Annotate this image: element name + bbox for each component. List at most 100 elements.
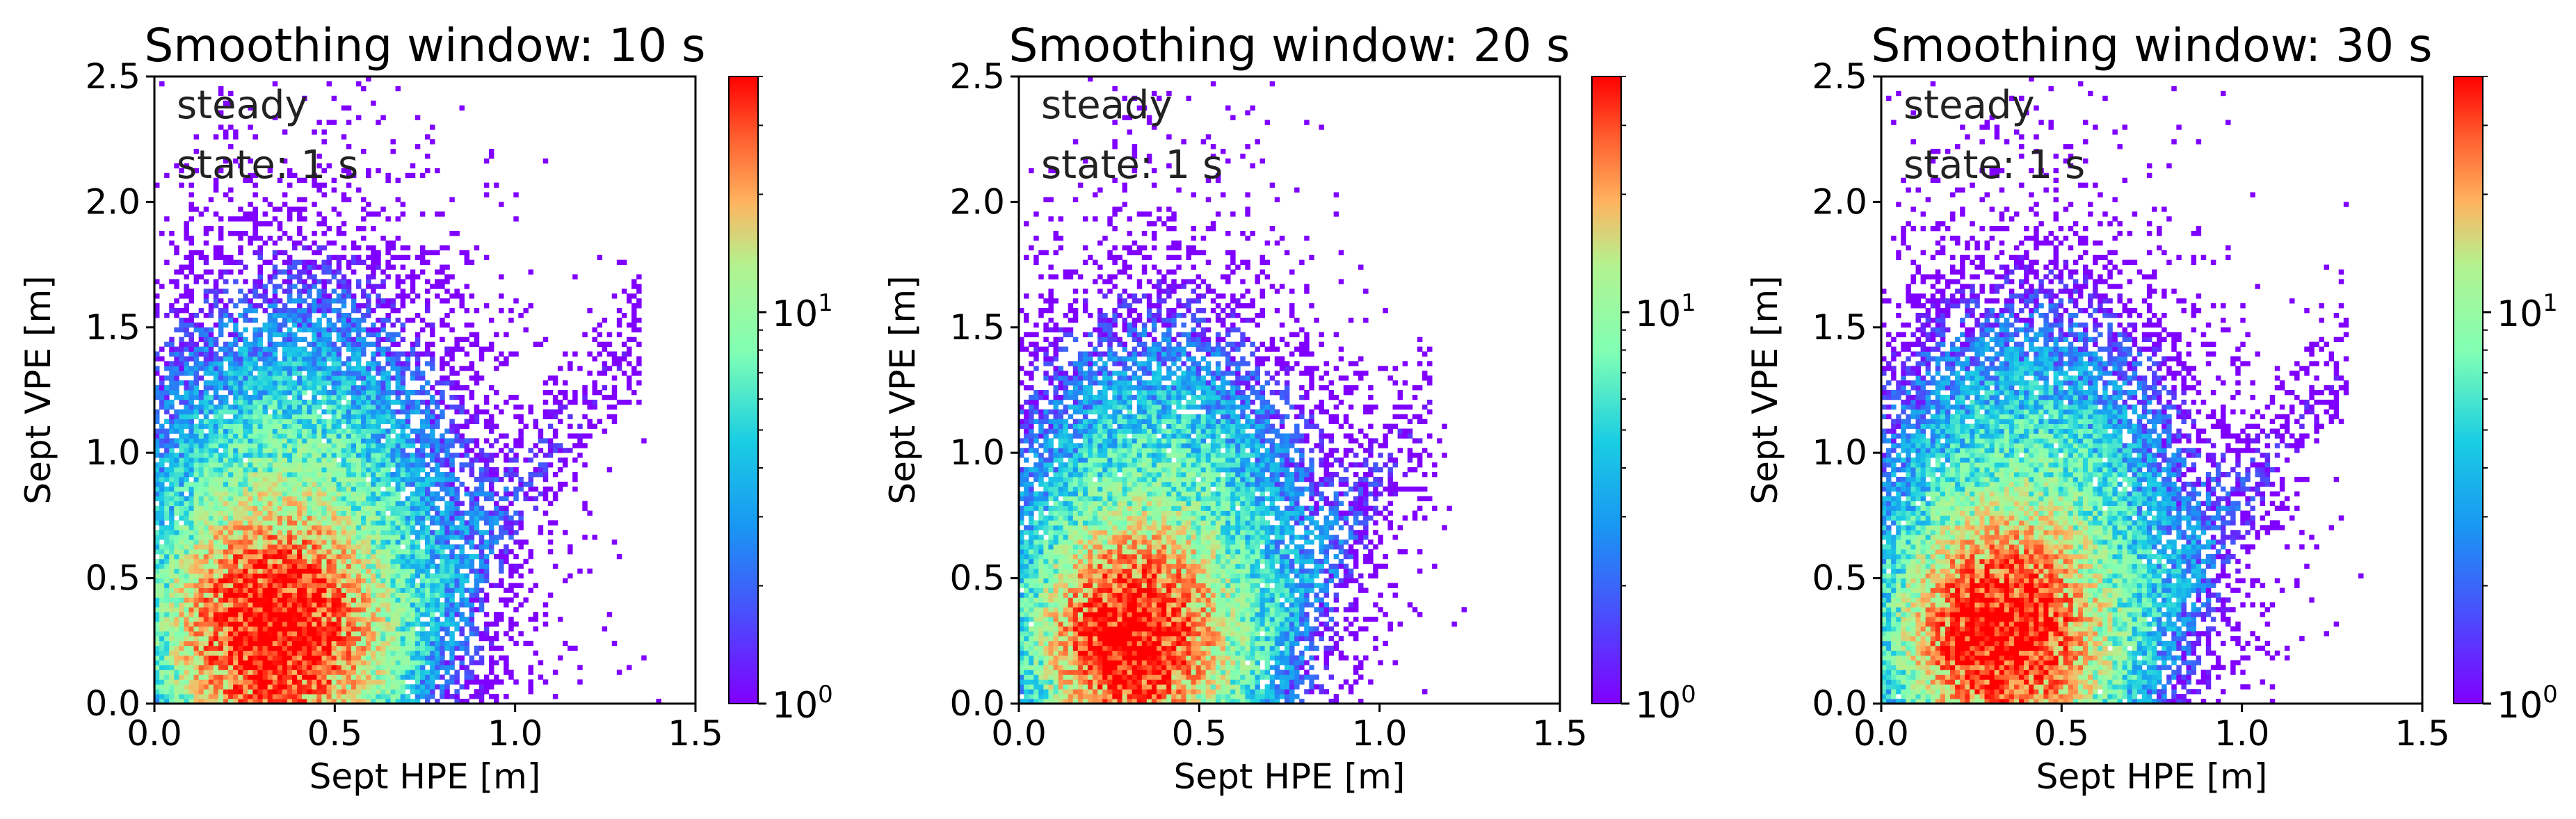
heatmap-cell <box>203 660 209 665</box>
heatmap-cell <box>361 578 367 583</box>
heatmap-cell <box>292 423 298 429</box>
heatmap-cell <box>346 553 352 560</box>
heatmap-cell <box>262 467 268 473</box>
heatmap-cell <box>312 679 317 685</box>
heatmap-cell <box>371 438 376 444</box>
heatmap-cell <box>464 510 470 516</box>
heatmap-cell <box>193 467 200 473</box>
heatmap-cell <box>272 568 278 574</box>
heatmap-cell <box>193 501 200 506</box>
heatmap-cell <box>252 622 258 627</box>
heatmap-cell <box>302 433 307 439</box>
heatmap-cell <box>385 622 391 627</box>
heatmap-cell <box>272 607 278 613</box>
heatmap-cell <box>542 414 549 420</box>
heatmap-cell <box>188 549 194 555</box>
heatmap-cell <box>469 462 475 468</box>
heatmap-cell <box>518 563 524 569</box>
heatmap-cell <box>297 491 303 497</box>
heatmap-cell <box>444 520 450 526</box>
heatmap-cell <box>184 404 189 410</box>
heatmap-cell <box>523 481 529 487</box>
heatmap-cell <box>302 587 307 593</box>
heatmap-cell <box>203 558 209 565</box>
heatmap-cell <box>282 346 288 352</box>
heatmap-cell <box>371 380 376 386</box>
heatmap-cell <box>287 549 293 555</box>
heatmap-cell <box>341 617 347 622</box>
heatmap-cell <box>248 602 253 608</box>
heatmap-cell <box>321 549 327 555</box>
heatmap-cell <box>218 366 224 371</box>
heatmap-cell <box>464 409 470 415</box>
heatmap-cell <box>213 640 219 647</box>
heatmap-cell <box>366 366 371 371</box>
heatmap-cell <box>267 515 273 521</box>
heatmap-cell <box>557 467 563 473</box>
heatmap-cell <box>444 665 450 670</box>
heatmap-cell <box>287 563 293 569</box>
heatmap-cell <box>169 558 175 565</box>
heatmap-cell <box>552 471 558 478</box>
heatmap-cell <box>277 645 283 651</box>
heatmap-cell <box>223 501 229 506</box>
heatmap-cell <box>419 525 426 530</box>
heatmap-cell <box>243 650 248 656</box>
heatmap-cell <box>326 486 332 492</box>
heatmap-cell <box>267 375 273 381</box>
heatmap-cell <box>233 684 239 690</box>
heatmap-cell <box>193 549 200 555</box>
heatmap-cell <box>218 645 224 651</box>
heatmap-cell <box>464 535 470 540</box>
heatmap-cell <box>287 453 293 458</box>
heatmap-cell <box>444 583 450 588</box>
heatmap-cell <box>361 462 367 468</box>
heatmap-cell <box>459 366 465 371</box>
heatmap-cell <box>154 414 160 420</box>
heatmap-cell <box>435 481 440 487</box>
heatmap-cell <box>316 694 322 699</box>
heatmap-cell <box>169 525 175 530</box>
heatmap-cell <box>282 573 288 578</box>
heatmap-cell <box>312 612 317 617</box>
heatmap-cell <box>179 423 184 429</box>
heatmap-cell <box>341 568 347 574</box>
heatmap-cell <box>361 399 367 405</box>
heatmap-cell <box>483 563 490 569</box>
heatmap-cell <box>400 505 406 511</box>
heatmap-cell <box>159 602 165 608</box>
heatmap-cell <box>459 684 465 690</box>
heatmap-cell <box>302 679 307 685</box>
heatmap-cell <box>376 655 381 660</box>
heatmap-cell <box>449 371 455 376</box>
heatmap-cell <box>262 597 268 603</box>
heatmap-cell <box>390 375 396 381</box>
heatmap-cell <box>414 587 421 593</box>
heatmap-cell <box>282 665 288 670</box>
heatmap-cell <box>395 438 401 444</box>
heatmap-cell <box>321 394 327 400</box>
heatmap-cell <box>316 496 322 501</box>
heatmap-cell <box>292 414 298 420</box>
heatmap-cell <box>228 540 234 545</box>
heatmap-cell <box>228 501 234 506</box>
heatmap-cell <box>449 530 455 535</box>
heatmap-cell <box>341 394 347 400</box>
heatmap-cell <box>169 544 175 550</box>
heatmap-cell <box>282 361 288 366</box>
heatmap-cell <box>223 428 229 434</box>
heatmap-cell <box>238 674 243 680</box>
heatmap-cell <box>233 366 239 371</box>
heatmap-cell <box>302 467 307 473</box>
heatmap-cell <box>312 467 317 473</box>
heatmap-cell <box>361 346 367 352</box>
heatmap-cell <box>208 399 214 405</box>
heatmap-cell <box>312 399 317 405</box>
heatmap-cell <box>449 467 455 473</box>
heatmap-cell <box>223 689 229 695</box>
heatmap-cell <box>469 607 475 613</box>
heatmap-cell <box>518 443 524 448</box>
heatmap-cell <box>385 694 391 699</box>
heatmap-cell <box>174 674 179 680</box>
heatmap-cell <box>292 515 298 521</box>
